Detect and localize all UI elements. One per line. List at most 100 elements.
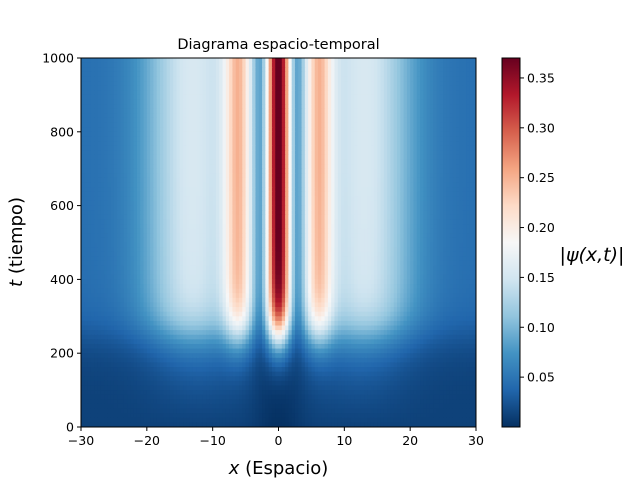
heatmap-cell bbox=[472, 182, 476, 188]
heatmap-cell bbox=[413, 219, 418, 225]
heatmap-cell bbox=[255, 122, 260, 128]
heatmap-cell bbox=[298, 242, 303, 248]
heatmap-cell bbox=[176, 58, 181, 64]
heatmap-cell bbox=[452, 62, 457, 68]
heatmap-cell bbox=[285, 131, 289, 138]
heatmap-cell bbox=[186, 237, 191, 244]
heatmap-cell bbox=[344, 141, 349, 147]
heatmap-cell bbox=[344, 168, 349, 174]
heatmap-cell bbox=[176, 177, 181, 184]
heatmap-cell bbox=[242, 67, 247, 73]
heatmap-cell bbox=[206, 164, 210, 170]
heatmap-cell bbox=[166, 62, 171, 68]
heatmap-cell bbox=[308, 58, 313, 64]
heatmap-cell bbox=[347, 81, 352, 87]
heatmap-cell bbox=[278, 131, 283, 138]
heatmap-cell bbox=[136, 71, 141, 78]
heatmap-cell bbox=[416, 108, 421, 114]
heatmap-cell bbox=[160, 214, 164, 221]
heatmap-cell bbox=[90, 200, 95, 207]
heatmap-cell bbox=[235, 173, 240, 179]
heatmap-cell bbox=[186, 164, 191, 170]
heatmap-cell bbox=[416, 131, 421, 138]
heatmap-cell bbox=[225, 85, 230, 91]
heatmap-cell bbox=[314, 210, 319, 216]
heatmap-cell bbox=[176, 104, 181, 110]
heatmap-cell bbox=[397, 168, 401, 174]
heatmap-cell bbox=[314, 154, 319, 161]
heatmap-cell bbox=[156, 150, 161, 156]
heatmap-cell bbox=[90, 136, 95, 142]
heatmap-cell bbox=[133, 145, 138, 151]
heatmap-cell bbox=[100, 219, 105, 225]
heatmap-cell bbox=[166, 224, 171, 230]
heatmap-cell bbox=[373, 141, 378, 147]
heatmap-cell bbox=[367, 85, 372, 91]
heatmap-cell bbox=[318, 76, 322, 82]
heatmap-cell bbox=[133, 237, 138, 244]
heatmap-cell bbox=[123, 210, 128, 216]
heatmap-cell bbox=[439, 168, 444, 174]
heatmap-cell bbox=[206, 117, 210, 124]
heatmap-cell bbox=[462, 81, 467, 87]
heatmap-cell bbox=[136, 76, 141, 82]
heatmap-cell bbox=[331, 117, 336, 124]
heatmap-cell bbox=[275, 81, 280, 87]
heatmap-cell bbox=[403, 122, 408, 128]
heatmap-cell bbox=[176, 247, 181, 253]
heatmap-cell bbox=[146, 164, 151, 170]
heatmap-cell bbox=[403, 136, 408, 142]
heatmap-cell bbox=[433, 71, 438, 78]
heatmap-cell bbox=[209, 58, 214, 64]
heatmap-cell bbox=[337, 117, 342, 124]
heatmap-cell bbox=[215, 131, 220, 138]
heatmap-cell bbox=[235, 233, 240, 239]
heatmap-cell bbox=[146, 122, 151, 128]
heatmap-cell bbox=[314, 187, 319, 193]
heatmap-cell bbox=[268, 219, 273, 225]
heatmap-cell bbox=[209, 81, 214, 87]
heatmap-cell bbox=[136, 122, 141, 128]
heatmap-cell bbox=[410, 90, 415, 96]
heatmap-cell bbox=[281, 108, 286, 114]
heatmap-cell bbox=[278, 145, 283, 151]
heatmap-cell bbox=[232, 94, 237, 101]
heatmap-cell bbox=[258, 191, 263, 197]
heatmap-cell bbox=[357, 177, 362, 184]
heatmap-cell bbox=[156, 159, 161, 165]
heatmap-cell bbox=[285, 85, 289, 91]
heatmap-cell bbox=[117, 90, 122, 96]
heatmap-cell bbox=[288, 191, 293, 197]
heatmap-cell bbox=[90, 99, 95, 105]
heatmap-cell bbox=[294, 122, 299, 128]
heatmap-cell bbox=[206, 242, 210, 248]
heatmap-cell bbox=[258, 117, 263, 124]
heatmap-cell bbox=[81, 90, 85, 96]
heatmap-cell bbox=[364, 81, 368, 87]
heatmap-cell bbox=[308, 117, 313, 124]
heatmap-cell bbox=[327, 131, 332, 138]
heatmap-cell bbox=[278, 247, 283, 253]
heatmap-cell bbox=[186, 210, 191, 216]
heatmap-cell bbox=[413, 224, 418, 230]
heatmap-cell bbox=[459, 177, 464, 184]
heatmap-cell bbox=[341, 90, 345, 96]
heatmap-cell bbox=[156, 122, 161, 128]
heatmap-cell bbox=[136, 242, 141, 248]
heatmap-cell bbox=[169, 94, 174, 101]
heatmap-cell bbox=[387, 205, 392, 211]
heatmap-cell bbox=[350, 219, 355, 225]
heatmap-cell bbox=[166, 81, 171, 87]
heatmap-cell bbox=[354, 200, 359, 207]
heatmap-cell bbox=[278, 117, 283, 124]
heatmap-cell bbox=[153, 71, 158, 78]
heatmap-cell bbox=[87, 127, 92, 133]
heatmap-cell bbox=[304, 99, 309, 105]
heatmap-cell bbox=[271, 154, 276, 161]
heatmap-cell bbox=[403, 173, 408, 179]
heatmap-cell bbox=[127, 150, 131, 156]
heatmap-cell bbox=[462, 104, 467, 110]
heatmap-cell bbox=[344, 237, 349, 244]
heatmap-cell bbox=[150, 200, 155, 207]
heatmap-cell bbox=[140, 247, 145, 253]
